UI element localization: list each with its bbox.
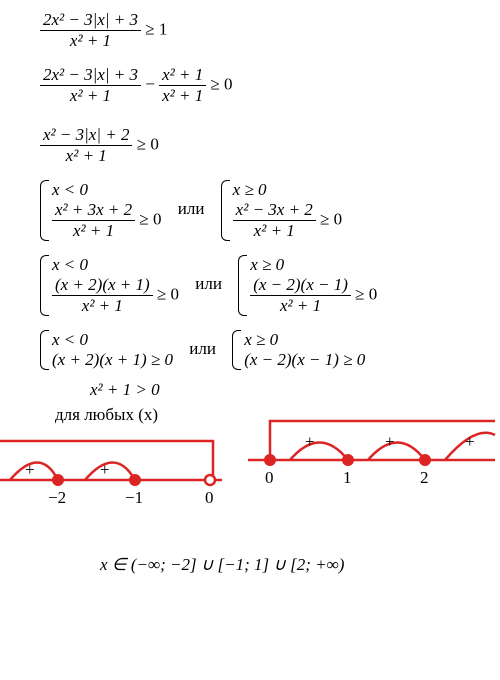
sys3R-r1: x ≥ 0 bbox=[244, 330, 278, 349]
or-text-3: или bbox=[189, 339, 216, 358]
eq2a-num: 2x² − 3|x| + 3 bbox=[43, 65, 138, 84]
svg-text:2: 2 bbox=[420, 468, 429, 487]
system-2: x < 0 (x + 2)(x + 1) x² + 1 ≥ 0 или x ≥ … bbox=[40, 255, 377, 316]
sys2R-den: x² + 1 bbox=[280, 296, 321, 315]
svg-text:+: + bbox=[465, 432, 475, 451]
sys1R-rel: ≥ 0 bbox=[320, 209, 342, 228]
eq3-num: x² − 3|x| + 2 bbox=[43, 125, 129, 144]
sys2R-r1: x ≥ 0 bbox=[250, 255, 284, 274]
eq3-den: x² + 1 bbox=[66, 146, 107, 165]
sys1L-num: x² + 3x + 2 bbox=[55, 200, 132, 219]
sys2L-num: (x + 2)(x + 1) bbox=[55, 275, 150, 294]
or-text-2: или bbox=[195, 274, 222, 293]
eq2b-den: x² + 1 bbox=[162, 86, 203, 105]
number-line-left: + + −2 −1 0 bbox=[0, 425, 230, 510]
svg-text:0: 0 bbox=[265, 468, 274, 487]
sys1R-den: x² + 1 bbox=[254, 221, 295, 240]
system-3: x < 0 (x + 2)(x + 1) ≥ 0 или x ≥ 0 (x − … bbox=[40, 330, 365, 370]
equation-3: x² − 3|x| + 2 x² + 1 ≥ 0 bbox=[40, 125, 159, 166]
eq2a-den: x² + 1 bbox=[70, 86, 111, 105]
eq1-rel: ≥ 1 bbox=[145, 19, 167, 38]
equation-2: 2x² − 3|x| + 3 x² + 1 − x² + 1 x² + 1 ≥ … bbox=[40, 65, 233, 106]
math-solution-page: 2x² − 3|x| + 3 x² + 1 ≥ 1 2x² − 3|x| + 3… bbox=[0, 0, 500, 680]
eq1-num: 2x² − 3|x| + 3 bbox=[43, 10, 138, 29]
eq3-rel: ≥ 0 bbox=[137, 134, 159, 153]
sys2L-den: x² + 1 bbox=[82, 296, 123, 315]
sys1R-r1: x ≥ 0 bbox=[233, 180, 267, 199]
eq2b-num: x² + 1 bbox=[162, 65, 203, 84]
or-text-1: или bbox=[178, 199, 205, 218]
svg-text:+: + bbox=[100, 460, 110, 479]
sys1L-den: x² + 1 bbox=[73, 221, 114, 240]
sys3L-r1: x < 0 bbox=[52, 330, 88, 349]
sys3L-r2: (x + 2)(x + 1) ≥ 0 bbox=[52, 350, 173, 369]
sys2L-r1: x < 0 bbox=[52, 255, 88, 274]
sys1L-r1: x < 0 bbox=[52, 180, 88, 199]
svg-text:+: + bbox=[25, 460, 35, 479]
denom-note-2: для любых (x) bbox=[55, 405, 158, 425]
sys1L-rel: ≥ 0 bbox=[139, 209, 161, 228]
sys2R-num: (x − 2)(x − 1) bbox=[253, 275, 348, 294]
answer-text: x ∈ (−∞; −2] ∪ [−1; 1] ∪ [2; +∞) bbox=[100, 555, 344, 575]
eq1-den: x² + 1 bbox=[70, 31, 111, 50]
equation-1: 2x² − 3|x| + 3 x² + 1 ≥ 1 bbox=[40, 10, 167, 51]
sys2L-rel: ≥ 0 bbox=[157, 284, 179, 303]
sys1R-num: x² − 3x + 2 bbox=[236, 200, 313, 219]
sys3R-r2: (x − 2)(x − 1) ≥ 0 bbox=[244, 350, 365, 369]
svg-text:−1: −1 bbox=[125, 488, 143, 507]
svg-text:+: + bbox=[385, 432, 395, 451]
system-1: x < 0 x² + 3x + 2 x² + 1 ≥ 0 или x ≥ 0 x… bbox=[40, 180, 342, 241]
eq2-rel: ≥ 0 bbox=[210, 74, 232, 93]
denom-note-1: x² + 1 > 0 bbox=[90, 380, 160, 400]
svg-text:1: 1 bbox=[343, 468, 352, 487]
sys2R-rel: ≥ 0 bbox=[355, 284, 377, 303]
svg-text:−2: −2 bbox=[48, 488, 66, 507]
svg-text:+: + bbox=[305, 432, 315, 451]
svg-text:0: 0 bbox=[205, 488, 214, 507]
number-line-right: + + + 0 1 2 bbox=[240, 405, 500, 490]
